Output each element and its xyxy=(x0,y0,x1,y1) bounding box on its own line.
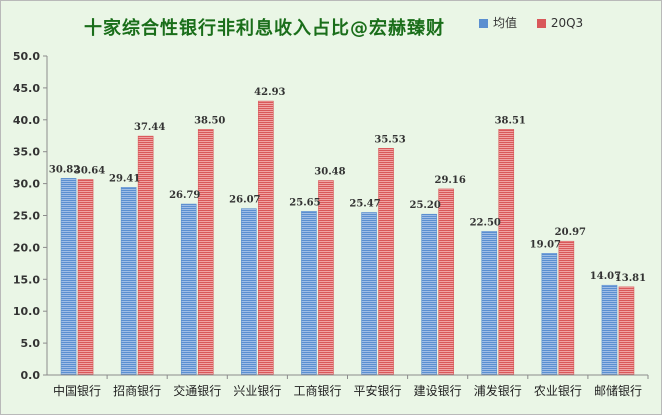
bar-series-1 xyxy=(120,187,137,376)
x-axis: 中国银行 招商银行 交通银行 兴业银行 工商银行 平安银行 建设银行 浦发银行 农业银行 邮储银行 xyxy=(47,374,649,398)
data-label: 22.50 xyxy=(470,217,501,228)
y-tick-label: 30.0 xyxy=(13,178,40,191)
x-tick-label: 建设银行 xyxy=(414,384,462,398)
data-label: 29.16 xyxy=(434,175,465,186)
y-tick-label: 50.0 xyxy=(13,50,40,63)
y-tick-label: 35.0 xyxy=(13,146,40,159)
bar-series-2 xyxy=(197,129,214,376)
x-tick-label: 工商银行 xyxy=(293,383,341,398)
data-label: 20.97 xyxy=(555,227,586,238)
data-label: 26.79 xyxy=(169,190,200,201)
data-label: 30.82 xyxy=(49,164,80,175)
y-axis: 0.0 5.0 10.0 15.0 20.0 25.0 30.0 35.0 40.0 45.0 50… xyxy=(13,50,48,382)
bar-series-1 xyxy=(361,212,377,376)
legend-item-series-2: 20Q3 xyxy=(536,16,584,30)
bar-series-2 xyxy=(498,129,515,376)
x-tick-label: 浦发银行 xyxy=(474,383,522,398)
y-tick-label: 25.0 xyxy=(13,210,40,223)
bar-series-1 xyxy=(601,284,618,376)
bar-series-1 xyxy=(301,211,317,376)
x-tick-label: 平安银行 xyxy=(354,383,402,398)
data-label: 30.48 xyxy=(314,167,345,178)
data-label: 37.44 xyxy=(134,122,165,133)
y-tick-label: 10.0 xyxy=(13,305,40,318)
x-tick-label: 交通银行 xyxy=(173,383,221,398)
x-tick-label: 邮储银行 xyxy=(594,383,642,398)
x-tick-label: 招商银行 xyxy=(113,383,161,398)
y-tick-label: 5.0 xyxy=(21,337,41,350)
chart-title: 十家综合性银行非利息收入占比@宏赫臻财 xyxy=(84,18,445,39)
bars xyxy=(60,100,635,376)
bar-series-2 xyxy=(137,135,154,376)
y-tick-label: 45.0 xyxy=(13,82,40,95)
data-label: 26.07 xyxy=(229,195,260,206)
data-label: 25.47 xyxy=(349,199,380,210)
data-label: 25.65 xyxy=(289,197,320,208)
data-label: 38.50 xyxy=(194,115,225,126)
bar-series-1 xyxy=(481,231,498,376)
bar-series-1 xyxy=(421,213,437,376)
x-tick-label: 兴业银行 xyxy=(233,384,281,398)
bar-series-1 xyxy=(60,178,77,376)
y-tick-label: 20.0 xyxy=(13,241,40,254)
legend-swatch-series-2 xyxy=(536,19,546,28)
data-label: 13.81 xyxy=(615,273,646,284)
bar-series-1 xyxy=(541,253,558,376)
legend-swatch-series-1 xyxy=(479,19,488,28)
bar-series-2 xyxy=(618,286,635,376)
legend-label-series-2: 20Q3 xyxy=(550,16,584,30)
data-label: 19.07 xyxy=(530,239,561,250)
data-label: 25.20 xyxy=(409,200,440,211)
bar-series-1 xyxy=(241,208,257,376)
bar-series-2 xyxy=(77,179,94,376)
y-tick-label: 40.0 xyxy=(13,114,40,127)
x-tick-label: 中国银行 xyxy=(53,383,101,398)
bar-series-2 xyxy=(318,180,334,376)
data-label: 29.41 xyxy=(109,173,140,184)
data-label: 35.53 xyxy=(374,134,405,145)
bar-series-2 xyxy=(558,240,575,376)
y-tick-label: 15.0 xyxy=(13,273,40,286)
data-label: 30.64 xyxy=(74,166,105,177)
y-tick-label: 0.0 xyxy=(21,369,41,382)
legend-label-series-1: 均值 xyxy=(493,16,518,30)
bar-series-2 xyxy=(438,188,454,376)
data-label: 14.07 xyxy=(590,271,621,282)
data-label: 42.93 xyxy=(254,87,285,98)
chart-legend: 均值 20Q3 xyxy=(479,14,599,31)
bar-series-2 xyxy=(258,100,274,376)
bar-series-1 xyxy=(180,203,197,376)
data-label: 38.51 xyxy=(495,115,526,126)
bar-series-2 xyxy=(378,148,394,376)
x-tick-label: 农业银行 xyxy=(534,384,582,398)
legend-item-series-1: 均值 xyxy=(479,14,517,31)
